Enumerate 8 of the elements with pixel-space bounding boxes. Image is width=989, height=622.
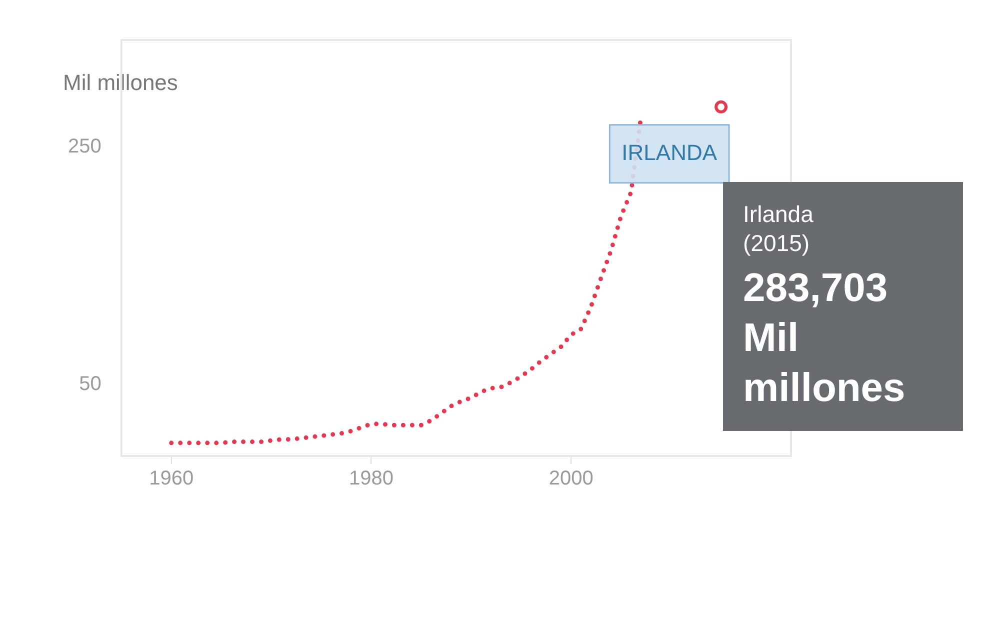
x-tick-label: 1960 xyxy=(149,468,194,490)
y-axis-title: Mil millones xyxy=(63,70,178,96)
series-label: IRLANDA xyxy=(622,140,718,165)
y-tick-label: 50 xyxy=(79,373,102,396)
x-tick-label: 1980 xyxy=(348,468,394,490)
x-tick-label: 2000 xyxy=(548,468,594,490)
y-tick-label: 250 xyxy=(68,135,102,158)
annotation: Irlanda (2015) 283,703 Mil millones xyxy=(743,200,906,412)
